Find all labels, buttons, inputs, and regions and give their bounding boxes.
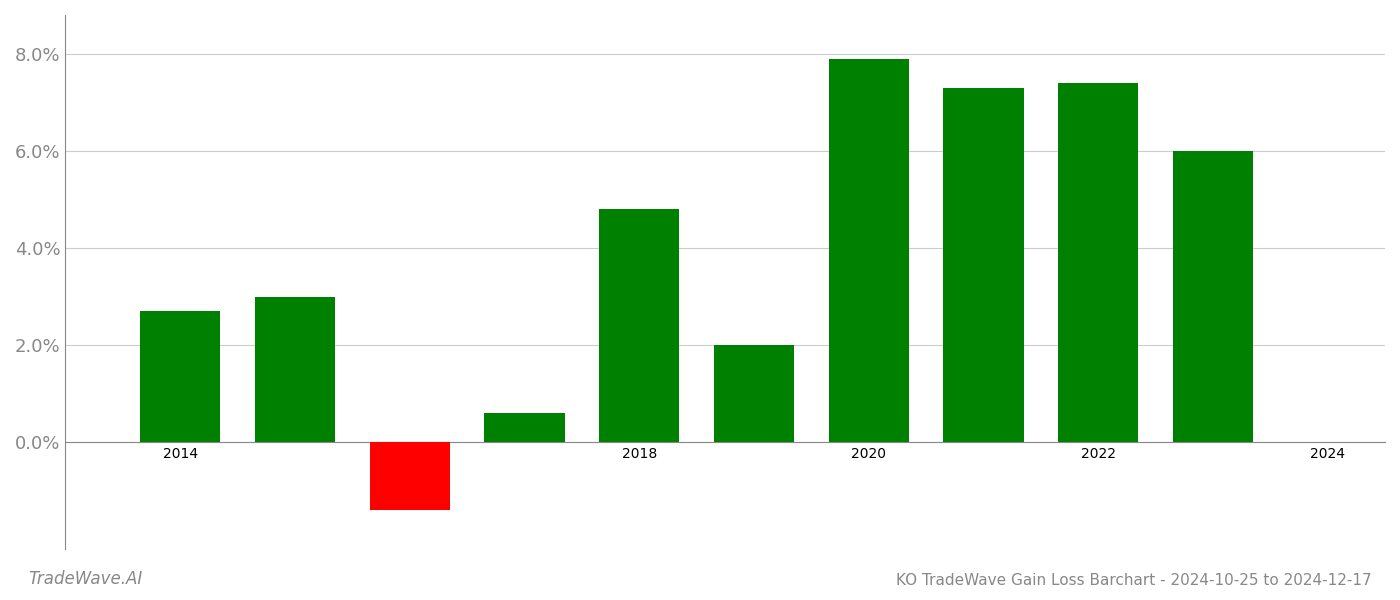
Text: TradeWave.AI: TradeWave.AI bbox=[28, 570, 143, 588]
Bar bbox=[370, 442, 449, 510]
Bar bbox=[255, 296, 335, 442]
Bar bbox=[484, 413, 564, 442]
Bar bbox=[140, 311, 220, 442]
Bar bbox=[1058, 83, 1138, 442]
Text: KO TradeWave Gain Loss Barchart - 2024-10-25 to 2024-12-17: KO TradeWave Gain Loss Barchart - 2024-1… bbox=[896, 573, 1372, 588]
Bar bbox=[944, 88, 1023, 442]
Bar bbox=[714, 345, 794, 442]
Bar bbox=[599, 209, 679, 442]
Bar bbox=[1173, 151, 1253, 442]
Bar bbox=[829, 59, 909, 442]
